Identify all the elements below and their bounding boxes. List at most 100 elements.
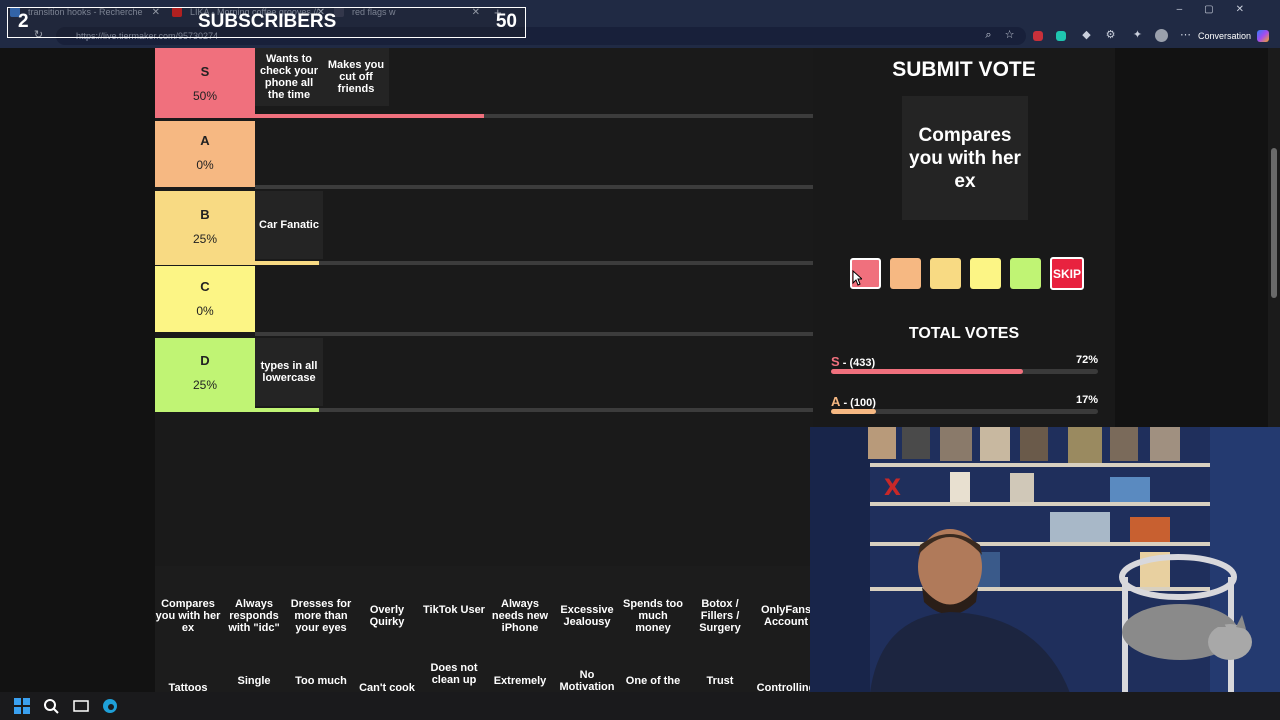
tier-vote-bar-fill — [255, 261, 320, 265]
new-tab-button[interactable]: + — [494, 4, 502, 20]
tier-item[interactable]: types in all lowercase — [255, 338, 323, 406]
pool-item[interactable]: Tattoos — [168, 682, 208, 692]
tier-vote-bar — [255, 114, 813, 118]
vote-button-b[interactable] — [930, 258, 961, 289]
tier-label-c: C 0% — [155, 266, 255, 332]
tier-vote-bar-fill — [255, 408, 320, 412]
close-tab-icon[interactable]: ✕ — [471, 6, 480, 18]
pool-item[interactable]: Spends too much money — [623, 598, 683, 634]
pool-item[interactable]: OnlyFans Account — [760, 604, 810, 628]
subscriber-goal-target: 50 — [495, 11, 517, 32]
scrollbar-thumb[interactable] — [1271, 148, 1277, 298]
vote-panel: SUBMIT VOTE Compares you with her ex SKI… — [813, 48, 1115, 428]
vote-button-a[interactable] — [890, 258, 921, 289]
vote-button-c[interactable] — [970, 258, 1001, 289]
pool-item[interactable]: Too much — [295, 675, 347, 687]
close-tab-icon[interactable]: ✕ — [151, 6, 160, 18]
windows-start-icon[interactable] — [14, 698, 30, 714]
vote-button-d[interactable] — [1010, 258, 1041, 289]
task-view-icon[interactable] — [73, 698, 89, 714]
subscriber-goal-title: SUBSCRIBERS — [198, 11, 337, 32]
tiermaker-favicon-icon — [334, 7, 344, 17]
tier-item[interactable]: Wants to check your phone all the time — [255, 48, 323, 106]
svg-text:X: X — [884, 476, 901, 501]
tier-letter: S — [200, 64, 210, 79]
vote-stat-percent: 17% — [1075, 394, 1098, 406]
pool-item[interactable]: Compares you with her ex — [155, 598, 221, 634]
tier-percent: 25% — [192, 378, 218, 392]
pool-item[interactable]: Trust — [706, 675, 734, 687]
pool-item[interactable]: Can't cook — [359, 682, 415, 692]
close-tab-icon[interactable]: ✕ — [316, 6, 325, 18]
browser-address-bar: ↻ https://live.tiermaker.com/95730274 — [0, 24, 1280, 48]
youtube-favicon-icon — [172, 7, 182, 17]
vote-stat-letter: A — [831, 394, 841, 409]
url-text: https://live.tiermaker.com/95730274 — [76, 31, 219, 41]
copilot-icon — [1257, 30, 1270, 42]
subscriber-goal-overlay: 2 SUBSCRIBERS 50 — [7, 7, 526, 38]
tier-vote-bar — [255, 332, 813, 336]
more-menu-icon[interactable]: ⋯ — [1180, 29, 1191, 41]
tier-percent: 50% — [192, 89, 218, 103]
extension-icon[interactable]: ◆ — [1082, 29, 1091, 41]
tier-letter: B — [200, 207, 210, 222]
unranked-items-pool: Compares you with her ex Always responds… — [155, 566, 810, 692]
window-controls[interactable]: –▢✕ — [1176, 4, 1266, 15]
extension-icon[interactable] — [1033, 31, 1043, 41]
pool-item[interactable]: One of the — [625, 675, 681, 687]
refresh-icon[interactable]: ↻ — [33, 29, 44, 41]
mouse-cursor-icon — [852, 270, 862, 286]
pool-item[interactable]: Overly Quirky — [369, 604, 405, 628]
profile-avatar-icon[interactable] — [1155, 29, 1168, 42]
tier-item[interactable]: Car Fanatic — [255, 191, 323, 259]
tab-title: LIKA - Morning coffee grooves // — [190, 7, 319, 17]
conversation-label: Conversation — [1198, 31, 1252, 41]
browser-tab[interactable]: LIKA - Morning coffee grooves // ✕ — [172, 4, 325, 20]
tier-label-d: D 25% — [155, 338, 255, 412]
vote-stat-s: S - (433) 72% — [831, 354, 1098, 374]
tier-row-a: A 0% — [155, 121, 813, 191]
vote-stat-track — [831, 409, 1098, 414]
windows-taskbar — [0, 692, 1280, 720]
url-input[interactable]: https://live.tiermaker.com/95730274 — [56, 27, 1026, 45]
tier-vote-bar-fill — [255, 114, 484, 118]
tier-percent: 0% — [196, 158, 214, 172]
pool-item[interactable]: Dresses for more than your eyes — [290, 598, 352, 634]
conversation-button[interactable]: Conversation — [1198, 28, 1270, 44]
tier-letter: D — [200, 353, 210, 368]
tier-list-board — [155, 48, 813, 568]
pool-item[interactable]: Always needs new iPhone — [491, 598, 549, 634]
pool-item[interactable]: Botox / Fillers / Surgery — [699, 598, 741, 634]
vote-stat-letter: S — [831, 354, 840, 369]
tier-row-s: S 50% Wants to check your phone all the … — [155, 48, 813, 120]
pool-item[interactable]: TikTok User — [423, 604, 485, 616]
tier-row-c: C 0% — [155, 266, 813, 338]
skip-button[interactable]: SKIP — [1050, 257, 1084, 290]
pool-item[interactable]: No Motivation — [559, 669, 615, 692]
webcam-scene: X — [810, 427, 1280, 693]
browser-tab[interactable]: transition hooks - Recherche ✕ — [10, 4, 160, 20]
pool-item[interactable]: Controlling — [756, 682, 810, 692]
pool-item[interactable]: Does not clean up — [430, 662, 478, 686]
tier-label-a: A 0% — [155, 121, 255, 187]
pool-item[interactable]: Extremely — [493, 675, 547, 687]
pool-item[interactable]: Excessive Jealousy — [560, 604, 614, 628]
vote-stat-count: - (100) — [843, 397, 876, 409]
search-icon[interactable] — [43, 698, 59, 714]
vote-stat-count: - (433) — [842, 357, 876, 369]
pool-item[interactable]: Single — [237, 675, 271, 687]
pool-item[interactable]: Always responds with "idc" — [228, 598, 280, 634]
extensions-puzzle-icon[interactable]: ⚙ — [1105, 29, 1116, 41]
tier-item[interactable]: Makes you cut off friends — [323, 48, 389, 106]
zoom-icon[interactable]: ⌕ — [985, 29, 992, 41]
tier-label-s: S 50% — [155, 48, 255, 118]
total-votes-title: TOTAL VOTES — [908, 325, 1020, 342]
browser-tab-active[interactable]: red flags w ✕ — [334, 4, 480, 20]
vote-stat-fill — [831, 409, 877, 414]
tier-letter: C — [200, 279, 210, 294]
favorites-icon[interactable]: ✦ — [1132, 29, 1143, 41]
extension-icon[interactable] — [1056, 31, 1066, 41]
edge-browser-icon[interactable] — [102, 698, 118, 714]
browser-tab-bar: transition hooks - Recherche ✕ LIKA - Mo… — [0, 0, 1280, 24]
favorite-star-icon[interactable]: ☆ — [1004, 29, 1015, 41]
